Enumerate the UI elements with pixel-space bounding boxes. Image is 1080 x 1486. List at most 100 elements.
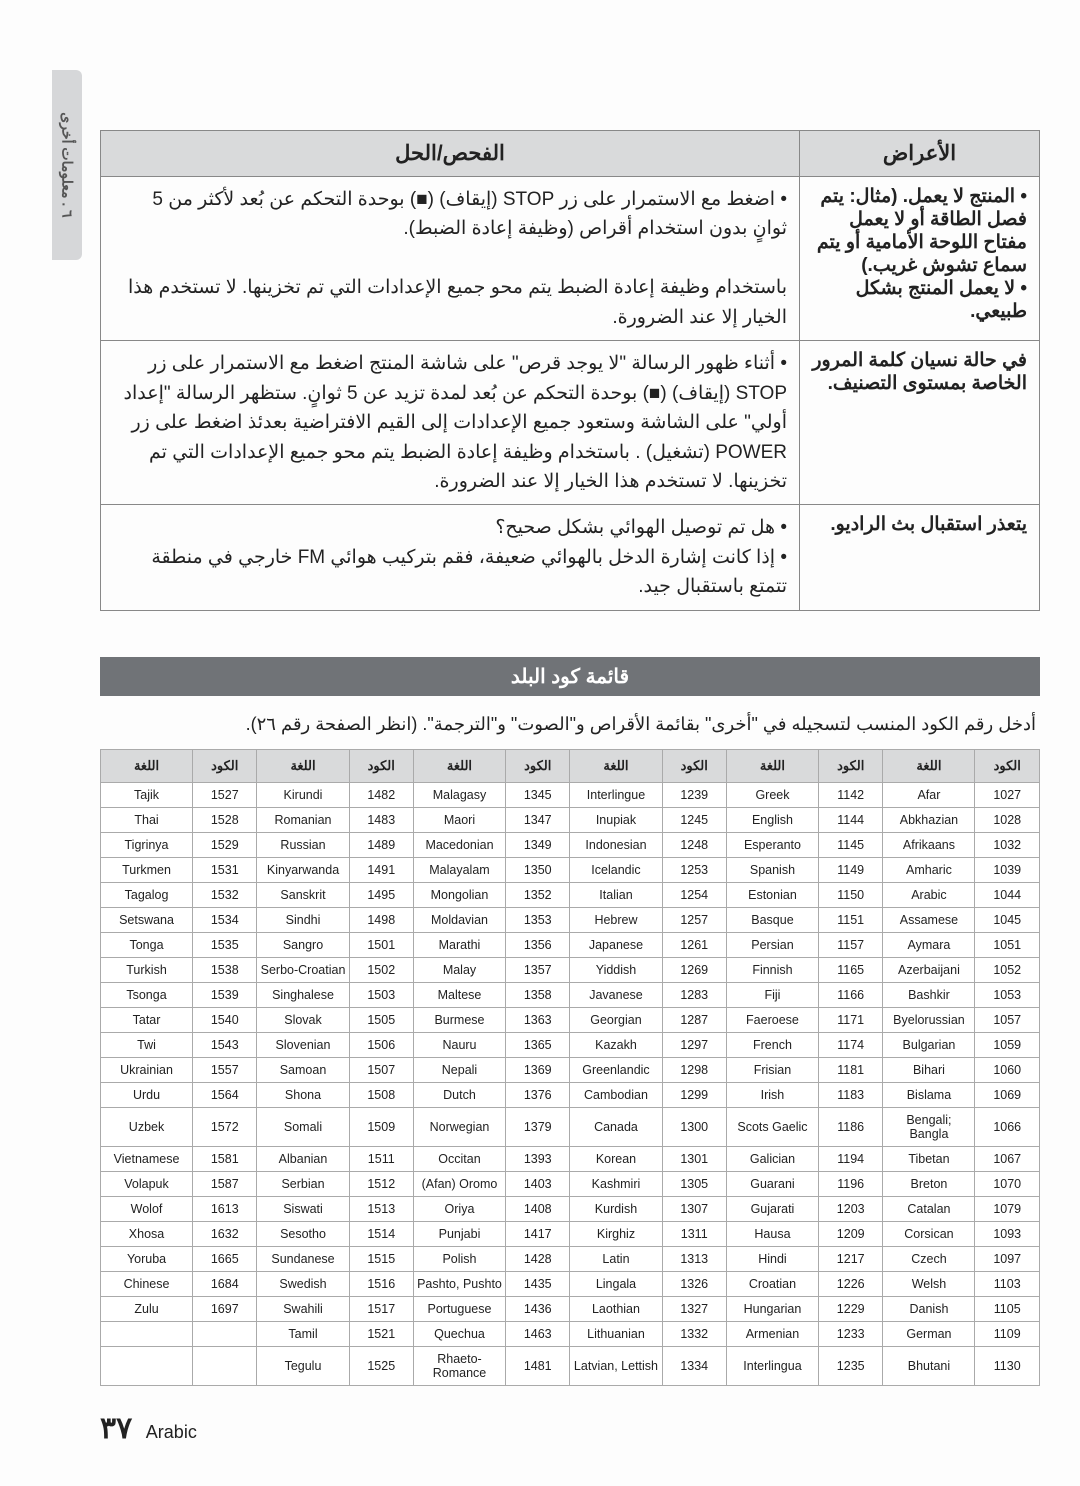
- lang-cell: Swahili: [257, 1296, 349, 1321]
- code-cell: 1299: [662, 1082, 726, 1107]
- code-cell: 1352: [506, 882, 570, 907]
- symptom-cell: • المنتج لا يعمل. (مثال: يتم فصل الطاقة …: [800, 177, 1040, 341]
- lang-cell: Turkish: [101, 957, 193, 982]
- th-code: الكود: [818, 749, 882, 782]
- lang-cell: Tegulu: [257, 1346, 349, 1385]
- code-cell: 1417: [506, 1221, 570, 1246]
- code-cell: 1498: [349, 907, 413, 932]
- symptom-cell: يتعذر استقبال بث الراديو.: [800, 505, 1040, 610]
- lang-cell: [101, 1321, 193, 1346]
- lang-cell: Occitan: [413, 1146, 505, 1171]
- lang-cell: Swedish: [257, 1271, 349, 1296]
- lang-cell: Twi: [101, 1032, 193, 1057]
- lang-cell: Greek: [726, 782, 818, 807]
- lang-cell: Yiddish: [570, 957, 662, 982]
- lang-cell: Burmese: [413, 1007, 505, 1032]
- code-cell: 1539: [193, 982, 257, 1007]
- lang-cell: Bhutani: [883, 1346, 975, 1385]
- lang-cell: Dutch: [413, 1082, 505, 1107]
- lang-cell: Irish: [726, 1082, 818, 1107]
- lang-cell: Punjabi: [413, 1221, 505, 1246]
- lang-cell: Interlingua: [726, 1346, 818, 1385]
- lang-cell: Urdu: [101, 1082, 193, 1107]
- code-cell: 1181: [818, 1057, 882, 1082]
- code-cell: 1209: [818, 1221, 882, 1246]
- code-cell: 1109: [975, 1321, 1040, 1346]
- code-cell: 1079: [975, 1196, 1040, 1221]
- lang-cell: Norwegian: [413, 1107, 505, 1146]
- code-cell: 1145: [818, 832, 882, 857]
- code-cell: 1053: [975, 982, 1040, 1007]
- code-cell: 1349: [506, 832, 570, 857]
- code-cell: 1248: [662, 832, 726, 857]
- code-cell: [193, 1321, 257, 1346]
- code-cell: 1513: [349, 1196, 413, 1221]
- lang-cell: Maori: [413, 807, 505, 832]
- lang-cell: Interlingue: [570, 782, 662, 807]
- code-cell: 1144: [818, 807, 882, 832]
- code-cell: 1186: [818, 1107, 882, 1146]
- lang-cell: Czech: [883, 1246, 975, 1271]
- code-cell: 1538: [193, 957, 257, 982]
- lang-cell: Thai: [101, 807, 193, 832]
- lang-cell: Arabic: [883, 882, 975, 907]
- lang-cell: Zulu: [101, 1296, 193, 1321]
- page-content: الأعراض الفحص/الحل • المنتج لا يعمل. (مث…: [100, 130, 1040, 1386]
- code-cell: 1540: [193, 1007, 257, 1032]
- lang-cell: Somali: [257, 1107, 349, 1146]
- lang-cell: Korean: [570, 1146, 662, 1171]
- page-number: ٣٧: [100, 1412, 132, 1445]
- lang-cell: French: [726, 1032, 818, 1057]
- lang-cell: Amharic: [883, 857, 975, 882]
- lang-cell: Xhosa: [101, 1221, 193, 1246]
- symptom-cell: في حالة نسيان كلمة المرور الخاصة بمستوى …: [800, 341, 1040, 505]
- lang-cell: Ukrainian: [101, 1057, 193, 1082]
- code-cell: 1529: [193, 832, 257, 857]
- code-cell: 1051: [975, 932, 1040, 957]
- lang-cell: Moldavian: [413, 907, 505, 932]
- th-lang: اللغة: [257, 749, 349, 782]
- lang-cell: Bislama: [883, 1082, 975, 1107]
- country-code-table: اللغةالكوداللغةالكوداللغةالكوداللغةالكود…: [100, 749, 1040, 1386]
- code-cell: 1665: [193, 1246, 257, 1271]
- fix-cell: • أثناء ظهور الرسالة "لا يوجد قرص" على ش…: [101, 341, 800, 505]
- margin-section-tab: ٦ . معلومات أخرى: [52, 70, 82, 260]
- lang-cell: Albanian: [257, 1146, 349, 1171]
- lang-cell: Bashkir: [883, 982, 975, 1007]
- lang-cell: Latin: [570, 1246, 662, 1271]
- lang-cell: Galician: [726, 1146, 818, 1171]
- code-cell: 1301: [662, 1146, 726, 1171]
- lang-cell: Indonesian: [570, 832, 662, 857]
- lang-cell: Slovak: [257, 1007, 349, 1032]
- code-cell: 1326: [662, 1271, 726, 1296]
- code-cell: 1507: [349, 1057, 413, 1082]
- code-cell: 1150: [818, 882, 882, 907]
- lang-cell: Latvian, Lettish: [570, 1346, 662, 1385]
- lang-cell: Macedonian: [413, 832, 505, 857]
- lang-cell: Scots Gaelic: [726, 1107, 818, 1146]
- code-cell: 1517: [349, 1296, 413, 1321]
- code-cell: 1311: [662, 1221, 726, 1246]
- lang-cell: (Afan) Oromo: [413, 1171, 505, 1196]
- lang-cell: Sindhi: [257, 907, 349, 932]
- lang-cell: Basque: [726, 907, 818, 932]
- lang-cell: Inupiak: [570, 807, 662, 832]
- lang-cell: Samoan: [257, 1057, 349, 1082]
- lang-cell: Bulgarian: [883, 1032, 975, 1057]
- lang-cell: Mongolian: [413, 882, 505, 907]
- lang-cell: Marathi: [413, 932, 505, 957]
- lang-cell: English: [726, 807, 818, 832]
- lang-cell: Siswati: [257, 1196, 349, 1221]
- code-cell: 1369: [506, 1057, 570, 1082]
- lang-cell: Sundanese: [257, 1246, 349, 1271]
- code-cell: 1093: [975, 1221, 1040, 1246]
- lang-cell: Slovenian: [257, 1032, 349, 1057]
- lang-cell: Italian: [570, 882, 662, 907]
- code-cell: 1501: [349, 932, 413, 957]
- code-cell: 1481: [506, 1346, 570, 1385]
- lang-cell: Volapuk: [101, 1171, 193, 1196]
- code-cell: 1039: [975, 857, 1040, 882]
- lang-cell: Afar: [883, 782, 975, 807]
- code-cell: 1403: [506, 1171, 570, 1196]
- fix-cell: • اضغط مع الاستمرار على زر STOP (إيقاف) …: [101, 177, 800, 341]
